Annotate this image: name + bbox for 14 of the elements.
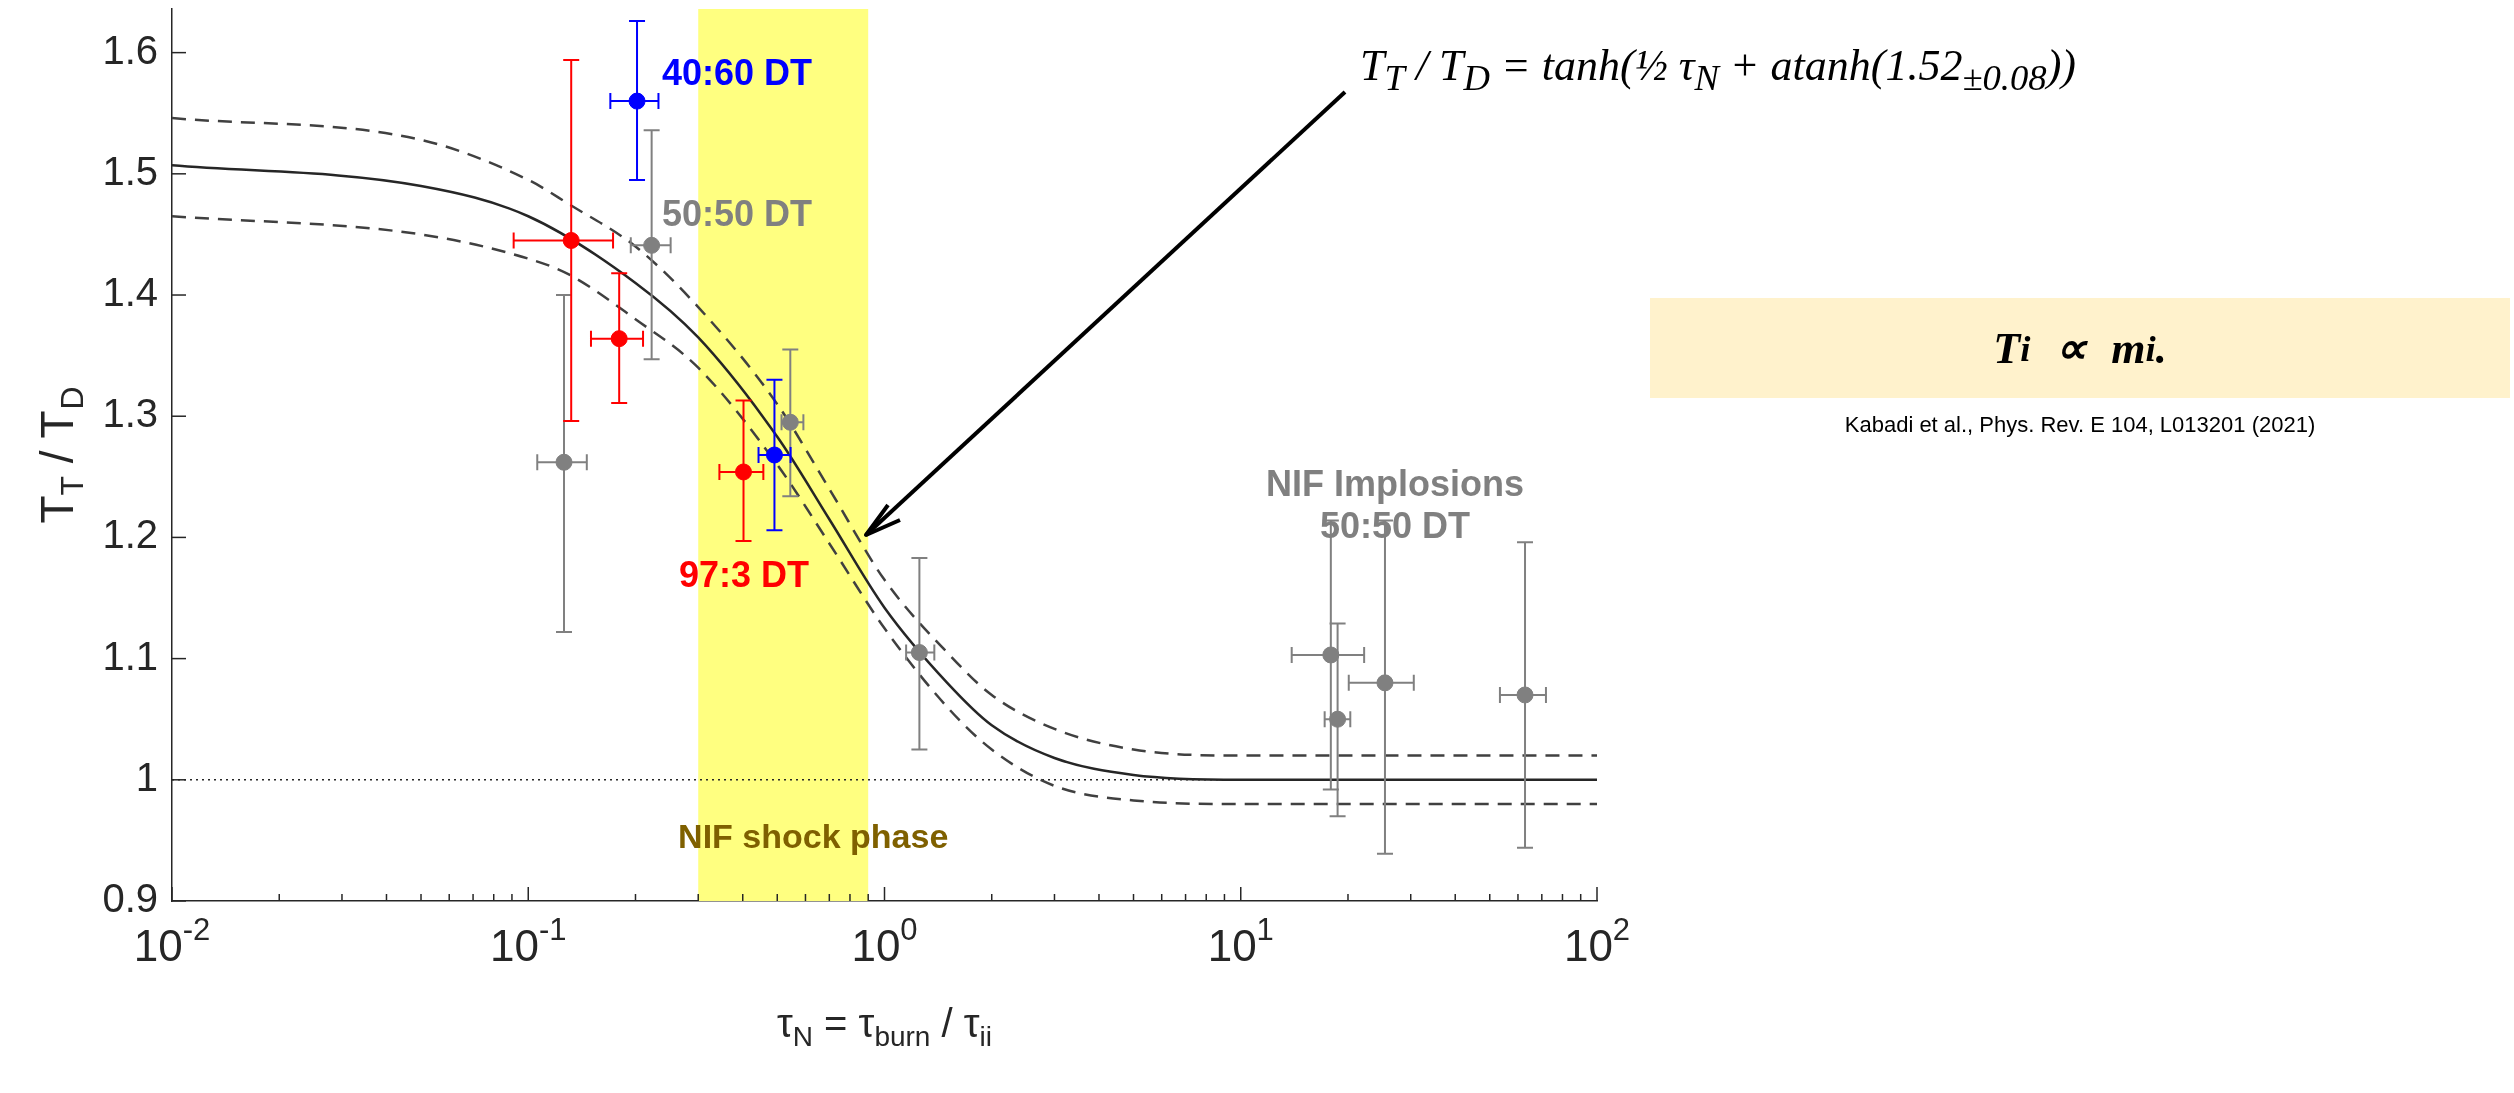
y-tick-label: 1.3 — [102, 391, 158, 436]
y-tick-label: 1 — [135, 754, 158, 799]
text: T$_{T}$ / T$_{D}$ = tanh(½ τ$_{N}$ + atanh(1.52$_{±0.08}$)) — [1360, 41, 2077, 98]
y-axis-title: TT / TD — [30, 386, 90, 524]
y-tick-label: 1.5 — [102, 148, 158, 193]
y-tick-label: 1.4 — [102, 270, 158, 315]
annotation: 40:60 DT — [662, 51, 813, 93]
text: Kabadi et al., Phys. Rev. E 104, L013201 (2021) — [1843, 412, 2317, 438]
y-tick-label: 0.9 — [102, 876, 158, 921]
annotation: NIF Implosions 50:50 DT — [1265, 462, 1525, 546]
annotation: 97:3 DT — [678, 553, 810, 595]
y-tick-label: 1.6 — [102, 27, 158, 72]
y-tick-label: 1.2 — [102, 512, 158, 557]
y-tick-label: 1.1 — [102, 633, 158, 678]
